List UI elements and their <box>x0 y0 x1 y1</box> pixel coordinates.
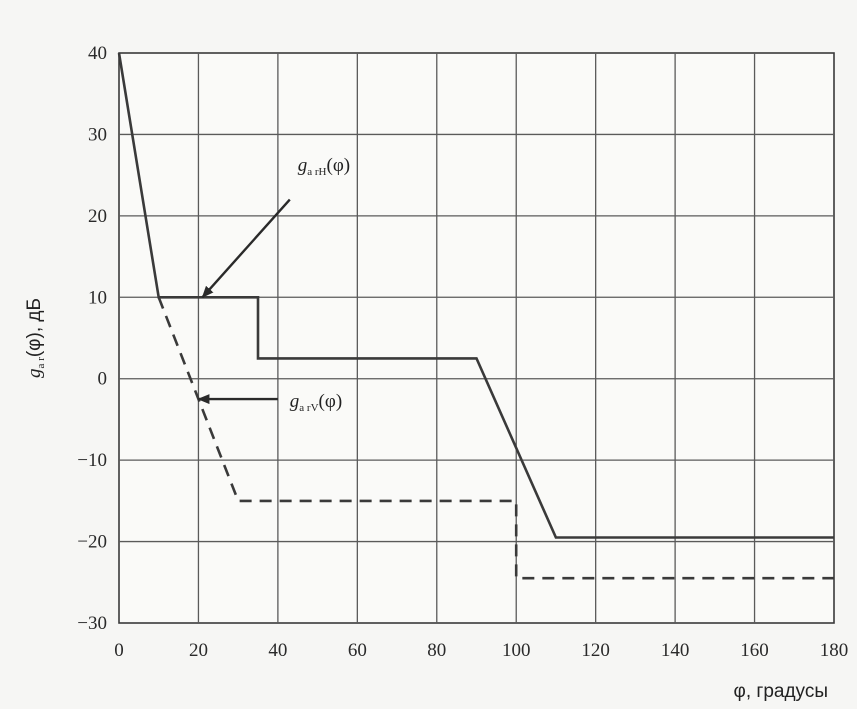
x-tick-label: 120 <box>581 640 610 661</box>
y-tick-label: −20 <box>77 532 107 553</box>
x-tick-label: 60 <box>348 640 367 661</box>
x-tick-label: 140 <box>661 640 690 661</box>
x-tick-label: 180 <box>820 640 849 661</box>
x-tick-label: 0 <box>114 640 124 661</box>
x-tick-label: 160 <box>740 640 769 661</box>
y-tick-label: −30 <box>77 613 107 634</box>
y-tick-label: 20 <box>88 206 107 227</box>
grid <box>119 53 834 623</box>
annotation-label: ga rH(φ) <box>298 155 350 178</box>
annotations-layer: ga rH(φ) ga rV(φ) <box>197 155 350 414</box>
plot-frame <box>118 52 835 624</box>
x-tick-label: 20 <box>189 640 208 661</box>
y-axis-label: ga r(φ), дБ <box>24 298 47 378</box>
series-line-garV <box>157 296 834 580</box>
y-tick-label: 40 <box>88 43 107 64</box>
series-layer <box>117 52 834 580</box>
y-tick-label: 10 <box>88 287 107 308</box>
annotation-label: ga rV(φ) <box>290 391 342 414</box>
y-tick-label: −10 <box>77 450 107 471</box>
x-axis-label: φ, градусы <box>734 681 828 702</box>
x-tick-label: 100 <box>502 640 531 661</box>
x-tick-label: 80 <box>427 640 446 661</box>
y-tick-label: 30 <box>88 124 107 145</box>
y-tick-label: 0 <box>98 369 108 390</box>
x-tick-label: 40 <box>268 640 287 661</box>
tick-labels: 0 20 40 60 80 100 120 140 160 180403020100−10−20−… <box>77 43 848 661</box>
annotation-arrow <box>201 198 291 299</box>
